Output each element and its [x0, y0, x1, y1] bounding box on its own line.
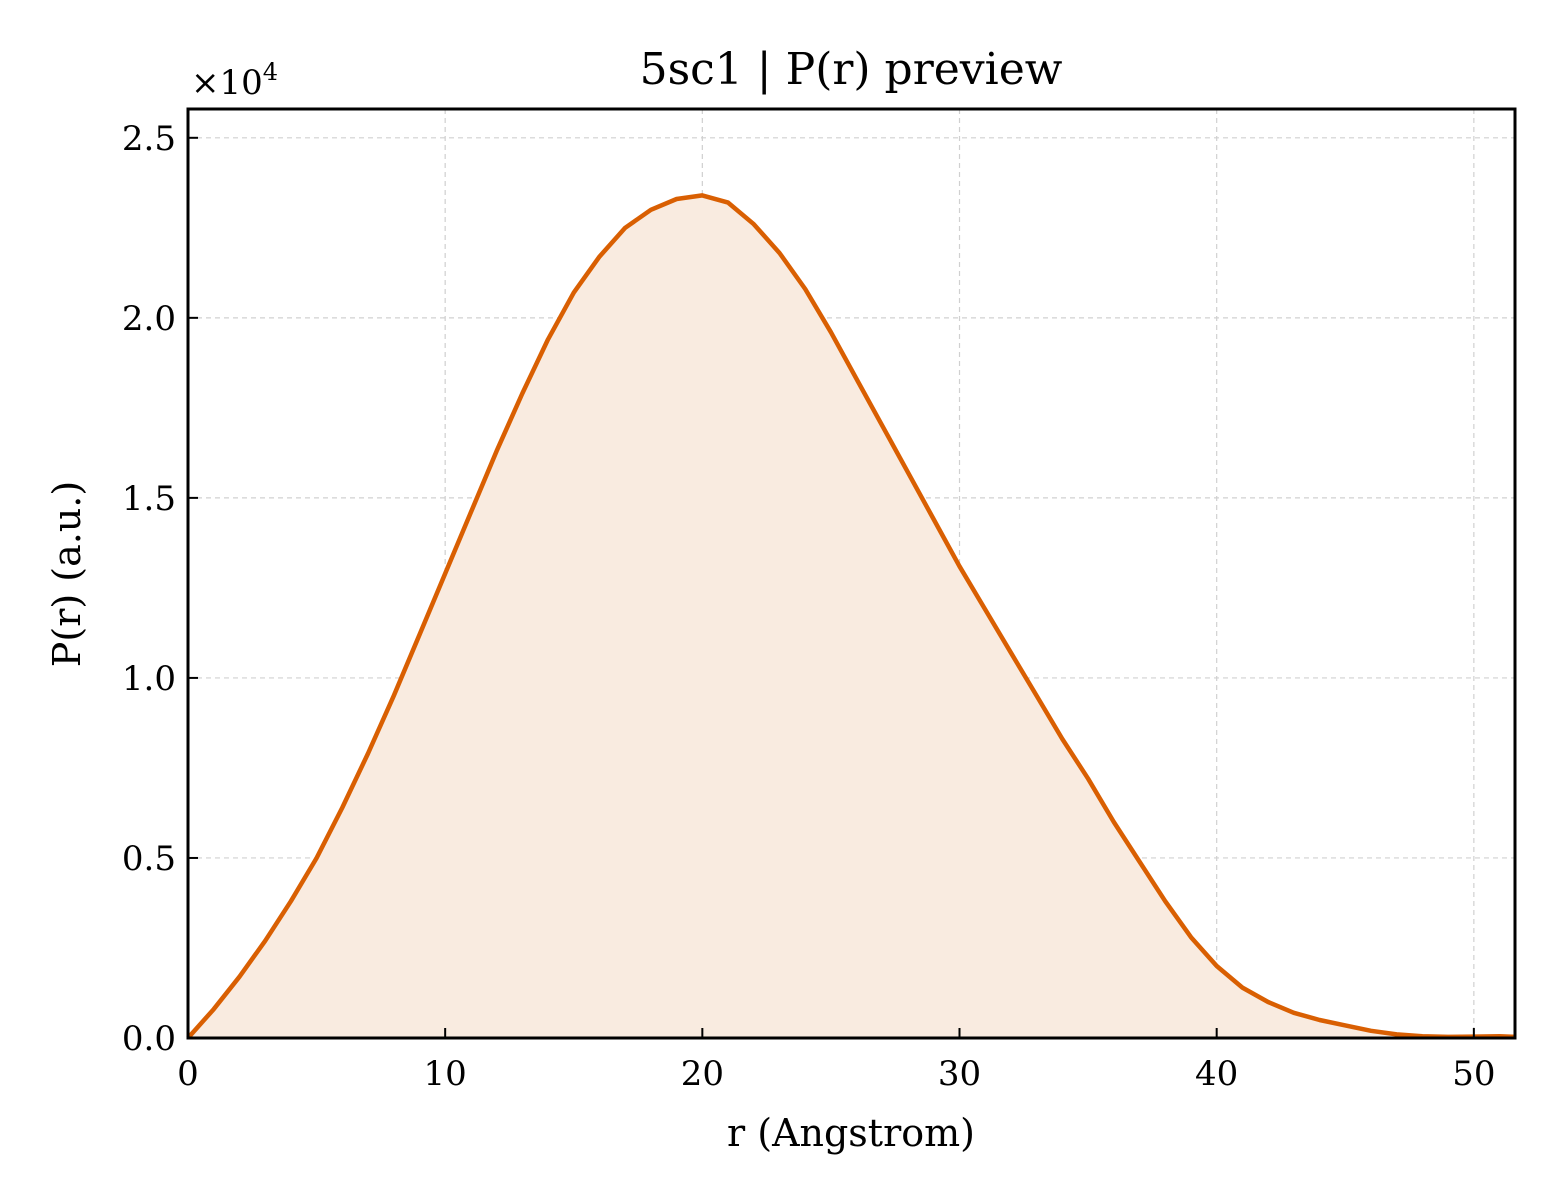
x-tick-label: 0: [177, 1054, 199, 1094]
plot-area: [188, 195, 1515, 1038]
y-tick-label: 2.0: [122, 299, 176, 339]
y-axis-multiplier-base: ×10: [191, 63, 263, 103]
x-tick-label: 50: [1452, 1054, 1495, 1094]
x-tick-label: 20: [681, 1054, 724, 1094]
y-tick-label: 1.5: [122, 479, 176, 519]
pr-curve-line: [186, 193, 1516, 1040]
y-tick-label: 1.0: [122, 659, 176, 699]
y-tick-label: 0.0: [122, 1019, 176, 1059]
y-axis-multiplier-exponent: 4: [263, 58, 278, 86]
axes-frame: [186, 107, 1517, 1040]
chart-title: 5sc1 | P(r) preview: [640, 44, 1063, 95]
y-axis-label: P(r) (a.u.): [45, 481, 89, 667]
x-tick-label: 40: [1195, 1054, 1238, 1094]
pr-area-fill: [188, 195, 1515, 1038]
y-tick-label: 0.5: [122, 839, 176, 879]
x-tick-label: 10: [424, 1054, 467, 1094]
plot-line-layer: [186, 193, 1516, 1040]
y-axis-multiplier: ×104: [191, 58, 278, 103]
x-tick-label: 30: [938, 1054, 981, 1094]
x-axis-label: r (Angstrom): [727, 1111, 975, 1155]
axis-ticks: 0 10 20 30 40 50 0.0 0.5 1.0 1.5 2.0 2.5: [122, 119, 1496, 1094]
y-tick-label: 2.5: [122, 119, 176, 159]
